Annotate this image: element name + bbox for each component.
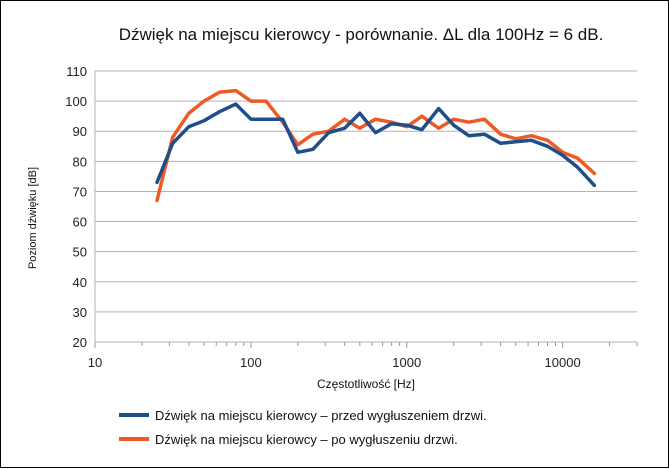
x-tick-label: 1000 xyxy=(392,355,421,370)
series-line-before xyxy=(155,102,597,188)
y-tick-label: 40 xyxy=(73,275,87,290)
y-tick-label: 110 xyxy=(66,64,87,79)
legend-swatch-before xyxy=(119,413,149,417)
x-tick-label: 10 xyxy=(88,355,102,370)
y-tick-label: 50 xyxy=(73,245,87,260)
legend-label-before: Dźwięk na miejscu kierowcy – przed wygłu… xyxy=(155,407,487,423)
y-tick-label: 100 xyxy=(65,94,87,109)
x-tick-label: 10000 xyxy=(545,355,581,370)
legend-item-after: Dźwięk na miejscu kierowcy – po wygłusze… xyxy=(119,427,487,451)
y-tick-label: 60 xyxy=(73,215,87,230)
y-tick-label: 30 xyxy=(73,305,87,320)
y-tick-label: 20 xyxy=(73,335,87,350)
y-tick-label: 80 xyxy=(73,154,87,169)
x-tick-label: 100 xyxy=(240,355,262,370)
y-tick-label: 90 xyxy=(73,124,87,139)
legend-item-before: Dźwięk na miejscu kierowcy – przed wygłu… xyxy=(119,403,487,427)
series-line-after xyxy=(155,88,597,203)
legend: Dźwięk na miejscu kierowcy – przed wygłu… xyxy=(119,403,487,451)
y-tick-label: 70 xyxy=(73,184,87,199)
chart-title: Dźwięk na miejscu kierowcy - porównanie.… xyxy=(118,25,604,44)
legend-swatch-after xyxy=(119,437,149,441)
legend-label-after: Dźwięk na miejscu kierowcy – po wygłusze… xyxy=(155,431,458,447)
x-axis-label: Częstotliwość [Hz] xyxy=(316,377,416,391)
